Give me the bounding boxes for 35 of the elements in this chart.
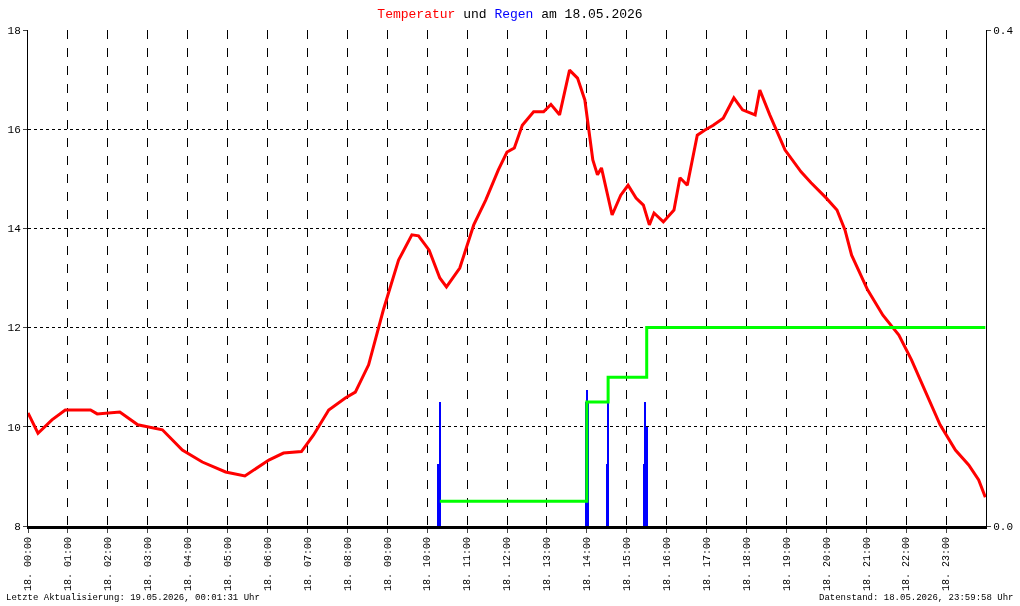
- x-tick-label: 18. 22:00: [901, 537, 913, 592]
- x-tick-label: 18. 05:00: [222, 537, 234, 592]
- x-tick-label: 18. 21:00: [861, 537, 873, 592]
- y-tick-label: 10: [7, 421, 21, 434]
- x-tick-label: 18. 06:00: [262, 537, 274, 592]
- x-tick-label: 18. 07:00: [302, 537, 314, 592]
- x-tick-label: 18. 00:00: [23, 537, 35, 592]
- y-tick-label: 16: [7, 124, 21, 137]
- y-tick-label: 14: [7, 223, 22, 236]
- x-tick-label: 18. 09:00: [382, 537, 394, 592]
- x-tick-label: 18. 15:00: [622, 537, 633, 592]
- y-tick-label: 8: [14, 520, 21, 533]
- text: Datenstand: 18.05.2026, 23:59:58 Uhr: [819, 593, 1014, 603]
- x-tick-label: 18. 03:00: [143, 537, 154, 592]
- x-tick-label: 18. 01:00: [63, 537, 75, 592]
- x-tick-label: 18. 04:00: [182, 537, 194, 592]
- x-tick-label: 18. 11:00: [462, 537, 474, 592]
- x-tick-label: 18. 23:00: [941, 537, 953, 592]
- x-tick-label: 18. 20:00: [821, 537, 833, 592]
- y2-tick-label: 0.4: [993, 24, 1014, 37]
- x-tick-label: 18. 10:00: [422, 537, 434, 592]
- y2-tick-label: 0.0: [993, 520, 1014, 533]
- x-tick-label: 18. 17:00: [701, 537, 713, 592]
- x-tick-label: 18. 16:00: [661, 537, 673, 592]
- text: Letzte Aktualisierung: 19.05.2026, 00:01:31 Uhr: [6, 593, 260, 603]
- x-tick-label: 18. 14:00: [582, 537, 594, 592]
- x-tick-label: 18. 19:00: [781, 537, 793, 592]
- x-tick-label: 18. 13:00: [542, 537, 554, 592]
- x-tick-label: 18. 18:00: [741, 537, 753, 592]
- y-tick-label: 12: [7, 322, 21, 335]
- y-tick-label: 18: [7, 24, 21, 37]
- x-tick-label: 18. 12:00: [502, 537, 514, 592]
- chart-title: Temperatur und Regen am 18.05.2026: [377, 7, 643, 23]
- x-tick-label: 18. 08:00: [342, 537, 354, 592]
- x-tick-label: 18. 02:00: [103, 537, 115, 592]
